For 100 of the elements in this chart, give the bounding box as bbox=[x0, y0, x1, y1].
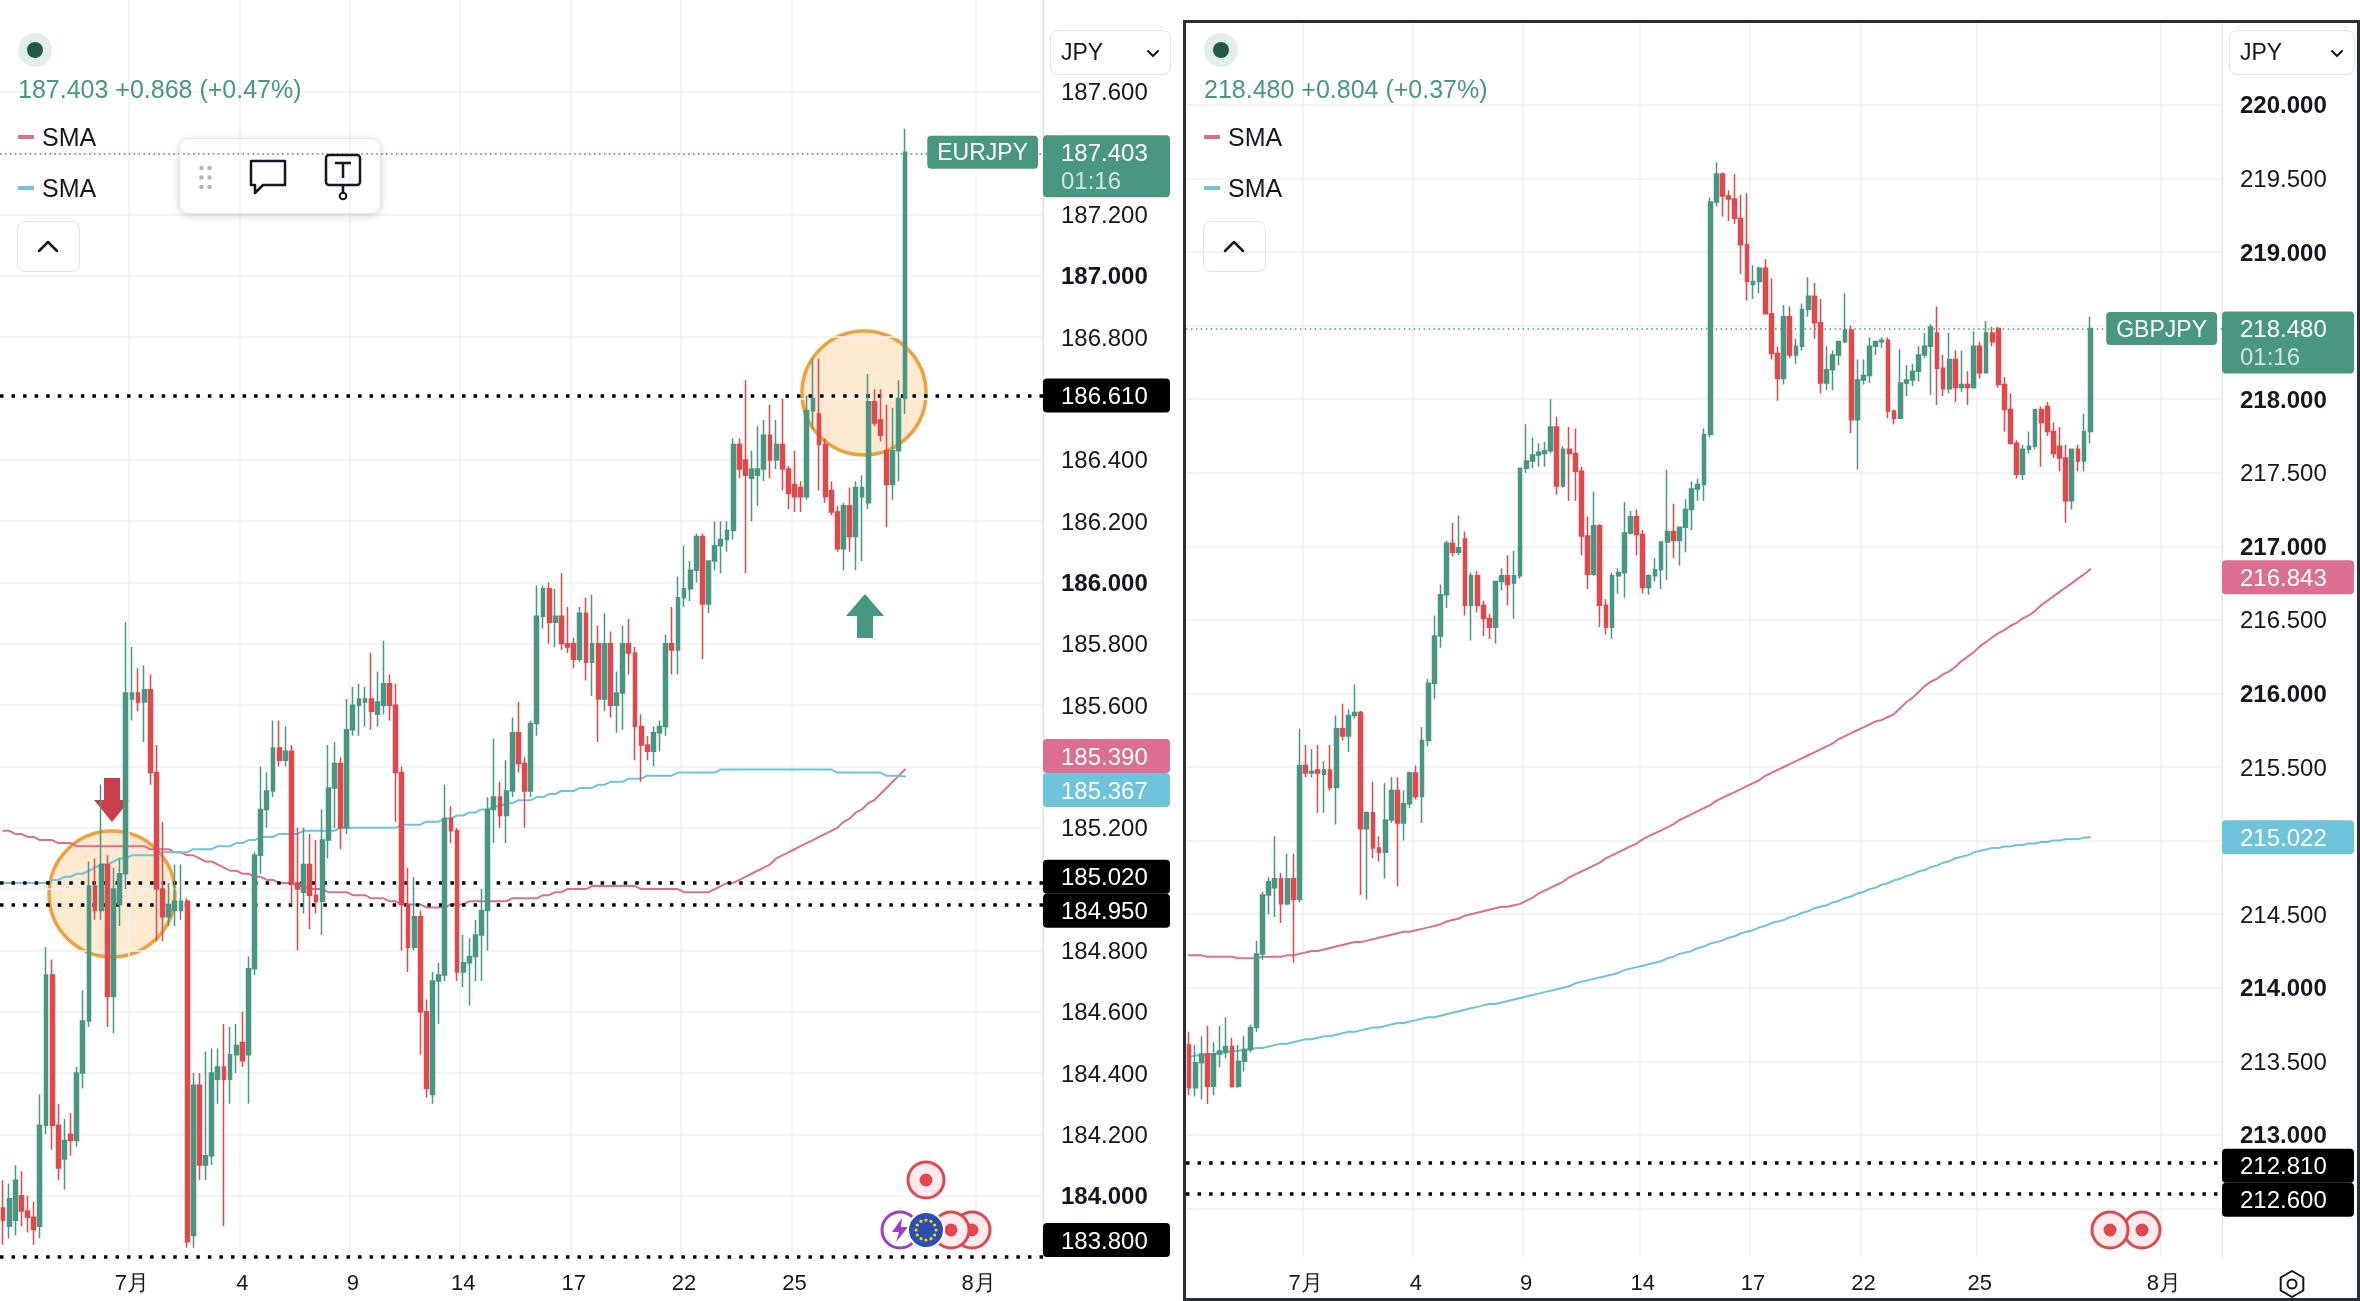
candlestick bbox=[767, 403, 773, 480]
candlestick bbox=[1596, 523, 1603, 628]
candlestick bbox=[675, 575, 681, 676]
candlestick bbox=[454, 827, 460, 982]
candlestick bbox=[276, 719, 283, 768]
candlestick bbox=[803, 394, 810, 501]
candlestick bbox=[2019, 444, 2026, 481]
candlestick bbox=[1952, 349, 1959, 403]
ref-line-label: 212.810 bbox=[2240, 1152, 2327, 1180]
text: 185.390 bbox=[1061, 742, 1148, 770]
x-tick-label: 4 bbox=[236, 1269, 249, 1295]
candlestick bbox=[1419, 726, 1425, 824]
line-series bbox=[1188, 836, 2092, 1058]
x-tick-label: 4 bbox=[1409, 1269, 1423, 1295]
candlestick bbox=[1848, 324, 1855, 434]
text: 185.367 bbox=[1061, 776, 1148, 804]
candlestick bbox=[1363, 810, 1370, 901]
candlestick bbox=[1376, 835, 1382, 862]
candlestick bbox=[178, 863, 184, 921]
x-tick-label: 22 bbox=[671, 1269, 697, 1295]
y-tick-label: 187.200 bbox=[1061, 201, 1148, 229]
candlestick bbox=[497, 781, 503, 829]
candlestick bbox=[1284, 853, 1291, 907]
y-tick-label: 218.000 bbox=[2240, 385, 2327, 413]
candlestick bbox=[190, 1072, 197, 1249]
legend-label: SMA bbox=[1228, 174, 1283, 202]
candlestick bbox=[67, 1112, 74, 1157]
candlestick bbox=[1805, 276, 1812, 318]
y-tick-label: 214.500 bbox=[2240, 900, 2327, 928]
candlestick bbox=[1891, 408, 1897, 425]
candlestick bbox=[135, 667, 141, 713]
candlestick bbox=[36, 1093, 43, 1240]
candlestick bbox=[1603, 598, 1609, 636]
candlestick bbox=[448, 805, 454, 844]
candlestick bbox=[184, 897, 191, 1249]
y-tick-label: 220.000 bbox=[2240, 91, 2327, 119]
candlestick bbox=[1750, 264, 1756, 300]
line-series bbox=[1188, 568, 2092, 960]
candlestick bbox=[1204, 1025, 1211, 1105]
text: 216.843 bbox=[2240, 563, 2327, 591]
candlestick bbox=[1468, 572, 1474, 642]
candlestick bbox=[1290, 853, 1297, 964]
ref-line-label: 186.610 bbox=[1061, 382, 1148, 409]
candlestick bbox=[810, 357, 816, 430]
candlestick bbox=[846, 486, 853, 553]
candlestick bbox=[356, 682, 362, 737]
candlestick bbox=[632, 646, 638, 762]
candlestick bbox=[1560, 445, 1566, 489]
candlestick bbox=[1940, 354, 1946, 397]
candlestick bbox=[1370, 780, 1376, 859]
candlestick bbox=[1327, 744, 1333, 792]
candlestick bbox=[196, 1072, 203, 1182]
candlestick bbox=[583, 597, 589, 682]
candlestick bbox=[576, 606, 583, 663]
y-tick-label: 217.000 bbox=[2240, 532, 2327, 560]
ref-line-label: 212.600 bbox=[2240, 1186, 2327, 1214]
currency-dropdown: JPY bbox=[2229, 30, 2355, 75]
candlestick bbox=[1756, 265, 1763, 294]
y-tick-label: 215.500 bbox=[2240, 753, 2327, 781]
candlestick bbox=[773, 419, 780, 470]
y-axis-title: JPY bbox=[2240, 38, 2283, 67]
ref-line-label: GBPJPY bbox=[2116, 315, 2207, 342]
y-tick-label: 217.500 bbox=[2240, 459, 2327, 487]
line-series bbox=[2, 768, 906, 884]
text: 218.480 bbox=[2240, 315, 2327, 343]
y-tick-label: 185.800 bbox=[1061, 630, 1148, 658]
y-tick-label: 184.400 bbox=[1061, 1059, 1148, 1087]
candlestick bbox=[595, 624, 602, 743]
candlestick bbox=[368, 652, 375, 731]
x-tick-label: 25 bbox=[1967, 1269, 1993, 1295]
y-tick-label: 186.000 bbox=[1061, 569, 1148, 597]
candlestick bbox=[1658, 541, 1664, 590]
candlestick bbox=[1670, 502, 1677, 559]
candlestick bbox=[2032, 408, 2038, 450]
candlestick bbox=[2068, 448, 2075, 511]
x-tick-label: 7月 bbox=[1288, 1269, 1323, 1295]
candlestick bbox=[730, 437, 737, 541]
candlestick bbox=[865, 373, 872, 510]
candlestick bbox=[601, 612, 608, 713]
candlestick bbox=[1744, 192, 1750, 302]
candlestick bbox=[540, 584, 546, 630]
candlestick bbox=[1302, 744, 1309, 779]
candlestick bbox=[282, 725, 289, 768]
candlestick bbox=[1934, 305, 1940, 406]
candlestick bbox=[239, 1010, 246, 1068]
y-tick-label: 216.000 bbox=[2240, 679, 2327, 707]
candlestick bbox=[92, 857, 98, 921]
x-tick-label: 9 bbox=[346, 1269, 359, 1295]
candlestick bbox=[816, 357, 822, 492]
candlestick bbox=[1504, 554, 1511, 606]
y-tick-label: 185.200 bbox=[1061, 814, 1148, 842]
legend-label: SMA bbox=[42, 123, 97, 151]
candlestick bbox=[1652, 557, 1658, 583]
text: 215.022 bbox=[2240, 823, 2327, 851]
x-tick-label: 17 bbox=[561, 1269, 586, 1295]
text: 218.480 +0.804 (+0.37%) bbox=[1204, 74, 1488, 103]
x-tick-label: 7月 bbox=[114, 1269, 150, 1295]
candlestick bbox=[1511, 549, 1517, 620]
candlestick bbox=[98, 784, 105, 921]
candlestick bbox=[840, 502, 847, 571]
